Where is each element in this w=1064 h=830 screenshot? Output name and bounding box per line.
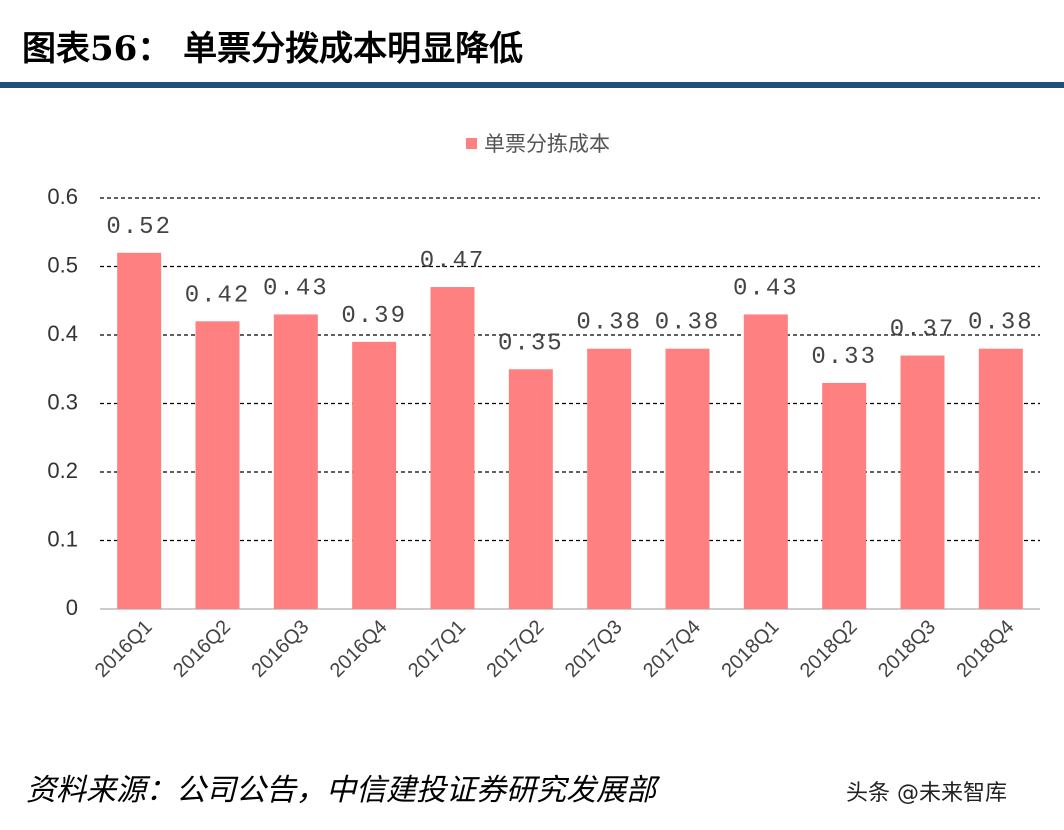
value-label: 0.37 xyxy=(890,317,956,344)
bar xyxy=(430,287,475,609)
bar xyxy=(117,252,162,610)
value-label: 0.38 xyxy=(576,310,642,337)
bar xyxy=(352,341,397,609)
legend-swatch xyxy=(466,138,477,149)
x-tick-label: 2017Q1 xyxy=(404,616,470,682)
x-tick-label: 2018Q4 xyxy=(952,616,1018,682)
bar xyxy=(665,348,710,609)
bar xyxy=(822,382,867,609)
x-tick-label: 2017Q2 xyxy=(482,616,548,682)
legend-label: 单票分拣成本 xyxy=(484,132,610,156)
value-label: 0.43 xyxy=(733,275,799,302)
x-tick-label: 2018Q2 xyxy=(796,616,862,682)
bar xyxy=(978,348,1023,609)
x-tick-label: 2016Q1 xyxy=(91,616,157,682)
value-label: 0.52 xyxy=(106,214,172,241)
value-label: 0.38 xyxy=(968,310,1034,337)
value-label: 0.33 xyxy=(811,344,877,371)
bar xyxy=(508,369,553,609)
watermark: 头条 @未来智库 xyxy=(846,781,1007,806)
x-tick-label: 2016Q2 xyxy=(169,616,235,682)
value-label: 0.42 xyxy=(185,282,251,309)
bar xyxy=(195,321,240,609)
x-tick-label: 2017Q3 xyxy=(561,616,627,682)
bar xyxy=(900,355,945,609)
x-tick-label: 2016Q3 xyxy=(247,616,313,682)
value-label: 0.39 xyxy=(341,303,407,330)
x-tick-label: 2017Q4 xyxy=(639,616,705,682)
value-label: 0.35 xyxy=(498,330,564,357)
value-label: 0.43 xyxy=(263,275,329,302)
source-note: 资料来源：公司公告，中信建投证券研究发展部 xyxy=(26,773,661,808)
bar xyxy=(587,348,632,609)
y-tick-label: 0.6 xyxy=(47,184,78,209)
x-tick-label: 2018Q3 xyxy=(874,616,940,682)
y-tick-label: 0.4 xyxy=(47,321,78,346)
y-tick-label: 0 xyxy=(66,595,78,620)
value-label: 0.47 xyxy=(420,248,486,275)
title-rule xyxy=(0,82,1064,88)
y-tick-label: 0.1 xyxy=(47,526,78,551)
value-label: 0.38 xyxy=(655,310,721,337)
x-tick-label: 2016Q4 xyxy=(326,616,392,682)
y-tick-label: 0.2 xyxy=(47,458,78,483)
y-tick-label: 0.5 xyxy=(47,252,78,277)
bar xyxy=(273,314,318,609)
x-tick-label: 2018Q1 xyxy=(717,616,783,682)
y-tick-label: 0.3 xyxy=(47,389,78,414)
bar xyxy=(743,314,788,609)
chart-title: 图表56： 单票分拨成本明显降低 xyxy=(22,29,523,69)
